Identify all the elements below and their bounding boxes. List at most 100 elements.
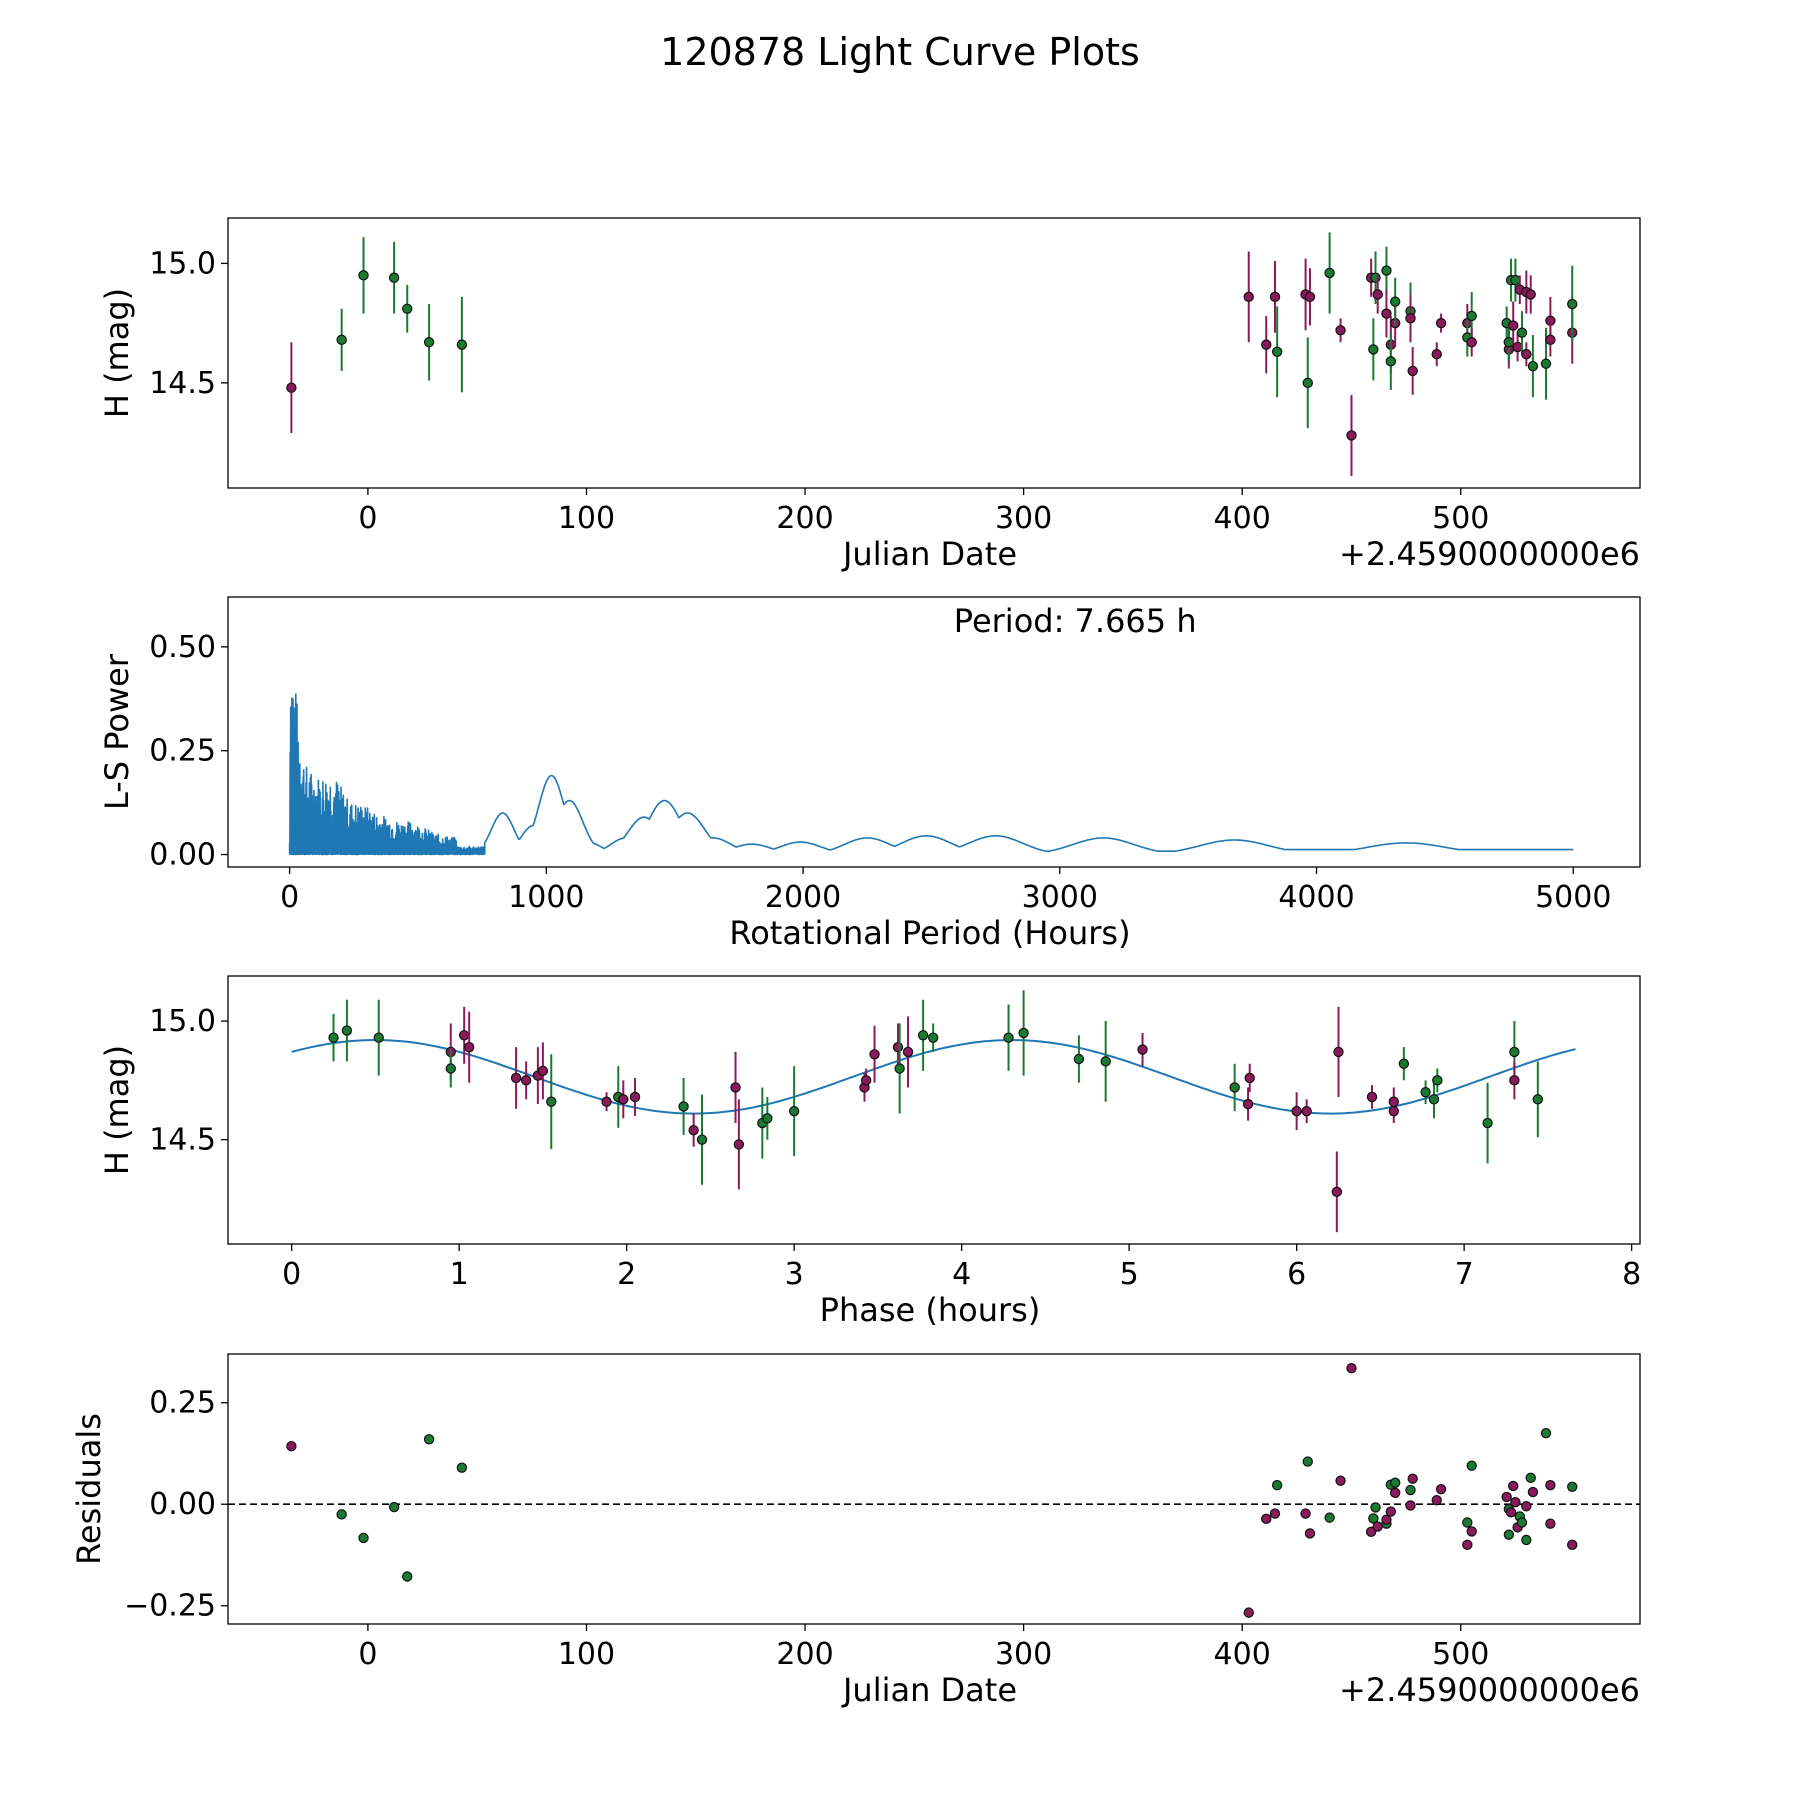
data-point (1405, 1500, 1416, 1511)
point-marker (1545, 1518, 1556, 1529)
data-point (1527, 335, 1539, 398)
data-point (1510, 258, 1521, 302)
data-point (1389, 1477, 1401, 1488)
point-marker (1018, 1027, 1029, 1039)
data-point (1407, 347, 1418, 395)
point-marker (1527, 1486, 1539, 1498)
x-tick-label: 300 (995, 1637, 1052, 1672)
point-marker (1509, 1046, 1520, 1058)
data-point (1510, 1496, 1521, 1508)
data-point (336, 1509, 347, 1520)
x-tick-label: 500 (1432, 501, 1489, 536)
point-marker (1271, 1479, 1283, 1491)
data-point (328, 1013, 339, 1062)
x-tick-label: 4 (952, 1257, 971, 1292)
point-marker (1521, 1501, 1532, 1512)
point-marker (1301, 1105, 1312, 1117)
data-point (1405, 1484, 1416, 1496)
point-marker (1567, 298, 1578, 310)
point-marker (1368, 344, 1379, 355)
point-marker (1243, 291, 1254, 303)
point-marker (1405, 1500, 1416, 1511)
data-point (358, 1532, 369, 1544)
x-tick-label: 1000 (508, 880, 584, 915)
point-marker (1503, 1529, 1515, 1540)
x-tick-label: 200 (776, 1637, 833, 1672)
data-point (1018, 990, 1029, 1076)
data-point (1372, 275, 1383, 314)
x-axis-label: Julian Date (841, 1671, 1017, 1709)
point-marker (927, 1032, 939, 1043)
data-point (1432, 1068, 1443, 1093)
point-marker (1466, 310, 1477, 322)
data-point (1381, 246, 1392, 295)
data-point (1242, 1087, 1254, 1121)
point-marker (733, 1139, 745, 1150)
data-point (1372, 1521, 1383, 1532)
data-point (1333, 1006, 1344, 1097)
data-point (456, 296, 468, 393)
point-marker (1508, 1480, 1519, 1492)
point-marker (917, 1030, 929, 1041)
point-marker (1501, 1491, 1512, 1503)
point-marker (1370, 1502, 1381, 1513)
x-tick-label: 2 (617, 1257, 636, 1292)
point-marker (1567, 1539, 1578, 1551)
data-point (1389, 277, 1401, 326)
data-point (1525, 1472, 1536, 1484)
period-annotation: Period: 7.665 h (954, 602, 1197, 640)
data-point (1508, 1480, 1519, 1492)
data-point (1137, 1032, 1148, 1067)
point-marker (860, 1075, 872, 1086)
data-point (1545, 1518, 1556, 1529)
point-marker (869, 1049, 880, 1060)
plot-frame (227, 1353, 1641, 1625)
data-point (1301, 1099, 1312, 1124)
point-marker (1368, 1513, 1379, 1524)
periodogram-line (288, 693, 1574, 856)
point-marker (688, 1124, 699, 1136)
data-point (1516, 311, 1528, 355)
point-marker (286, 1440, 297, 1452)
data-point (1508, 301, 1519, 350)
data-point (1567, 265, 1578, 343)
data-point (601, 1092, 612, 1112)
point-marker (1482, 1117, 1493, 1129)
data-point (927, 1023, 939, 1052)
point-marker (1462, 1517, 1473, 1528)
data-point (1527, 1486, 1539, 1498)
point-marker (1243, 1607, 1254, 1618)
data-point (1335, 1475, 1346, 1486)
data-point (688, 1113, 699, 1147)
data-point (1385, 1506, 1397, 1517)
data-point (1244, 1063, 1255, 1093)
data-point (1389, 1487, 1401, 1499)
data-point (1100, 1021, 1111, 1102)
point-marker (1385, 1506, 1397, 1517)
ticks: 0 100 200 300 400 500 −0.25 0.00 0.25 (124, 1386, 1489, 1672)
point-marker (1346, 430, 1357, 441)
data-point (423, 1434, 435, 1445)
point-marker (1346, 1363, 1357, 1374)
data-point (1516, 1517, 1528, 1528)
panel-residuals: 0 100 200 300 400 500 −0.25 0.00 0.25 Julian Dat… (70, 1353, 1641, 1709)
point-marker (1532, 1094, 1544, 1105)
y-tick-label: 14.5 (149, 1123, 216, 1158)
point-marker (1300, 1508, 1311, 1519)
point-marker (458, 1030, 470, 1041)
x-tick-label: 0 (280, 880, 299, 915)
point-marker (1431, 1494, 1442, 1506)
point-marker (730, 1082, 741, 1093)
point-marker (423, 337, 435, 348)
plot-frame (227, 217, 1641, 489)
data-point (1540, 1427, 1552, 1439)
point-marker (402, 1571, 413, 1582)
data-point (286, 1440, 297, 1452)
data-point (1368, 318, 1379, 381)
y-tick-label: −0.25 (124, 1589, 216, 1624)
data-point (1269, 261, 1281, 333)
data-point (1271, 1479, 1283, 1491)
data-point (1466, 1526, 1477, 1537)
data-point (1428, 1080, 1440, 1119)
point-marker (629, 1091, 641, 1103)
